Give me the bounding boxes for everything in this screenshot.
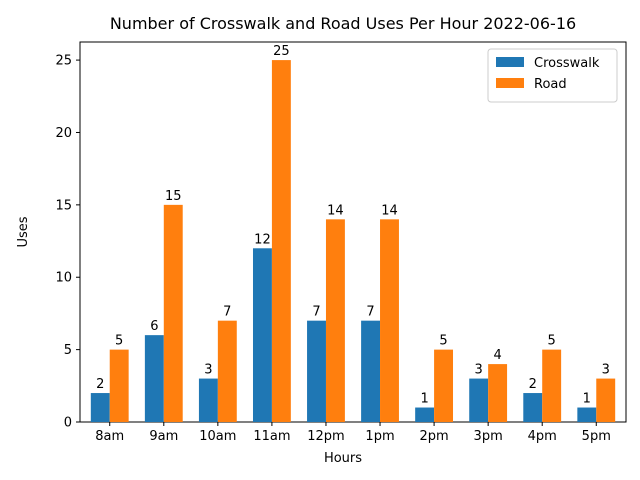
- bar-road-5pm: [596, 378, 616, 422]
- bar-crosswalk-2pm: [415, 407, 435, 422]
- plot-area: [79, 41, 627, 423]
- legend: Crosswalk Road: [487, 48, 618, 103]
- x-tick-label-12pm: 12pm: [307, 429, 344, 444]
- y-axis: 0 5 10 15 20 25: [55, 54, 80, 431]
- data-label-road-4pm: 5: [548, 334, 556, 349]
- data-label-crosswalk-8am: 2: [96, 377, 104, 392]
- x-tick-label-11am: 11am: [253, 429, 290, 444]
- data-label-crosswalk-3pm: 3: [475, 363, 483, 378]
- legend-label-road: Road: [534, 77, 567, 92]
- bar-crosswalk-4pm: [523, 393, 543, 422]
- bar-crosswalk-1pm: [361, 320, 381, 422]
- x-axis-label: Hours: [324, 451, 362, 466]
- data-label-road-5pm: 3: [602, 363, 610, 378]
- data-label-road-11am: 25: [273, 44, 290, 59]
- data-label-crosswalk-12pm: 7: [312, 305, 320, 320]
- bar-crosswalk-11am: [252, 248, 272, 422]
- data-label-crosswalk-1pm: 7: [366, 305, 374, 320]
- legend-swatch-crosswalk: [496, 57, 524, 67]
- chart-title: Number of Crosswalk and Road Uses Per Ho…: [110, 14, 576, 33]
- bar-crosswalk-5pm: [577, 407, 597, 422]
- y-tick-label-5: 5: [64, 343, 72, 358]
- x-tick-label-5pm: 5pm: [582, 429, 611, 444]
- legend-swatch-road: [496, 78, 524, 88]
- plot-frame: [79, 41, 627, 423]
- data-label-crosswalk-2pm: 1: [420, 392, 428, 407]
- bar-road-3pm: [488, 364, 508, 422]
- y-axis-label: Uses: [16, 216, 31, 247]
- data-label-crosswalk-9am: 6: [150, 319, 158, 334]
- bar-road-12pm: [325, 219, 345, 422]
- data-label-crosswalk-4pm: 2: [529, 377, 537, 392]
- bar-road-2pm: [434, 349, 454, 422]
- bar-road-1pm: [380, 219, 399, 422]
- bar-road-4pm: [542, 349, 562, 422]
- bars: [90, 60, 616, 422]
- x-tick-label-1pm: 1pm: [365, 429, 394, 444]
- data-label-road-3pm: 4: [493, 348, 501, 363]
- x-tick-label-3pm: 3pm: [474, 429, 503, 444]
- y-tick-label-15: 15: [55, 198, 72, 213]
- legend-label-crosswalk: Crosswalk: [534, 56, 600, 71]
- data-label-road-2pm: 5: [439, 334, 447, 349]
- data-label-road-1pm: 14: [381, 203, 398, 218]
- data-label-crosswalk-10am: 3: [204, 363, 212, 378]
- x-tick-label-2pm: 2pm: [419, 429, 448, 444]
- data-label-road-8am: 5: [115, 334, 123, 349]
- data-label-road-10am: 7: [223, 305, 231, 320]
- x-axis: 8am 9am 10am 11am 12pm 1pm 2pm 3pm 4pm 5pm: [95, 422, 611, 444]
- data-label-crosswalk-5pm: 1: [583, 392, 591, 407]
- bar-crosswalk-3pm: [469, 378, 489, 422]
- bar-road-10am: [217, 320, 237, 422]
- data-label-road-9am: 15: [165, 189, 182, 204]
- bar-crosswalk-10am: [198, 378, 218, 422]
- bar-crosswalk-9am: [144, 335, 164, 422]
- bar-road-8am: [109, 349, 129, 422]
- bar-road-11am: [271, 60, 291, 422]
- bar-road-9am: [163, 204, 183, 422]
- x-tick-label-8am: 8am: [95, 429, 124, 444]
- bar-crosswalk-8am: [90, 393, 110, 422]
- x-tick-label-4pm: 4pm: [528, 429, 557, 444]
- y-tick-label-25: 25: [55, 54, 72, 69]
- x-tick-label-9am: 9am: [149, 429, 178, 444]
- y-tick-label-10: 10: [55, 271, 72, 286]
- data-label-road-12pm: 14: [327, 203, 344, 218]
- x-tick-label-10am: 10am: [199, 429, 236, 444]
- y-tick-label-0: 0: [64, 416, 72, 431]
- data-label-crosswalk-11am: 12: [254, 232, 271, 247]
- y-tick-label-20: 20: [55, 126, 72, 141]
- bar-crosswalk-12pm: [307, 320, 326, 422]
